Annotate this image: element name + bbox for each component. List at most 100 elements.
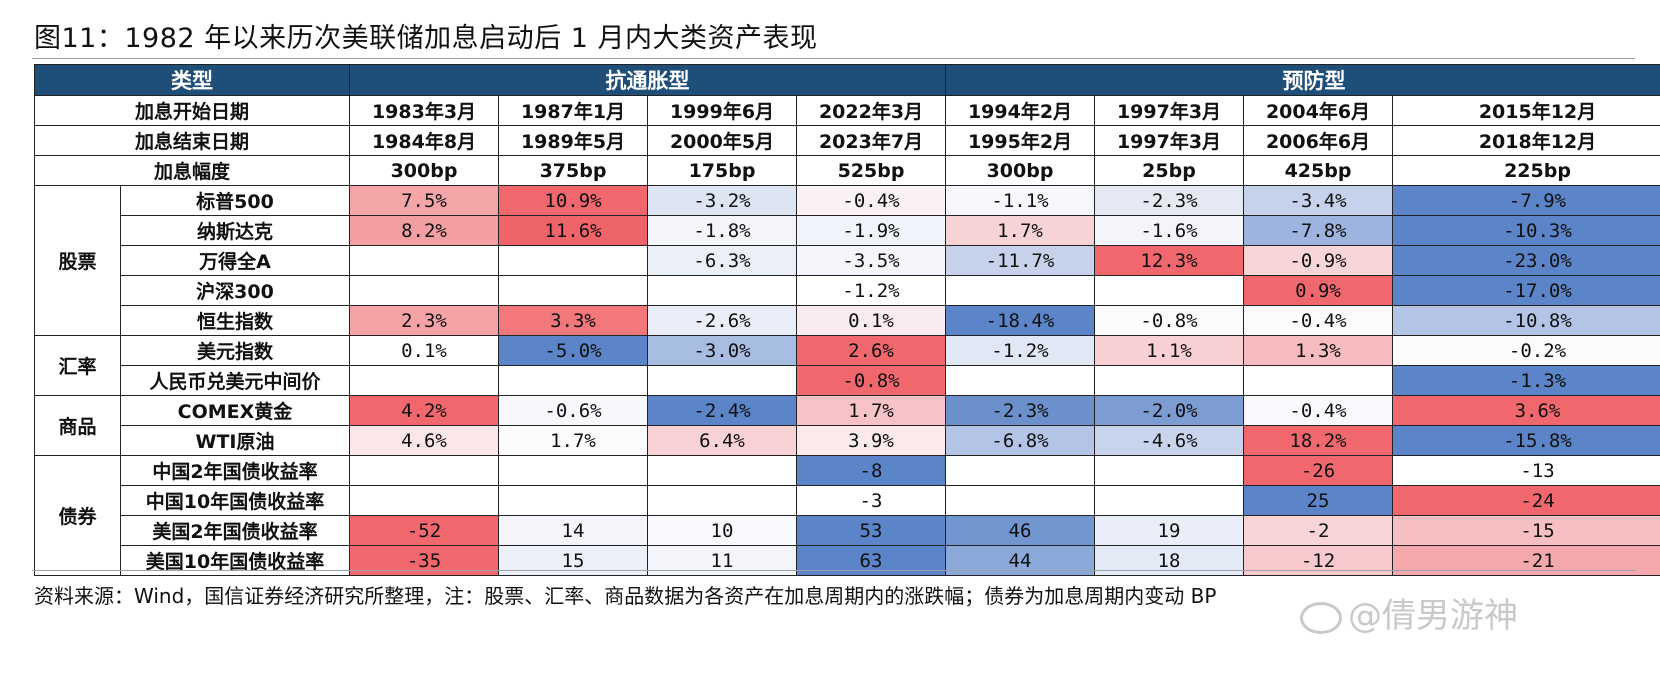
end-date-row: 加息结束日期 1984年8月 1989年5月 2000年5月 2023年7月 1995年2… xyxy=(34,125,1660,156)
value-cell xyxy=(498,485,648,516)
value-cell xyxy=(647,485,797,516)
value-cell xyxy=(1243,365,1393,396)
source-note: 资料来源：Wind，国信证券经济研究所整理，注：股票、汇率、商品数据为各资产在加… xyxy=(34,584,1217,608)
header-cell: 2015年12月 xyxy=(1392,95,1660,126)
value-cell: -12 xyxy=(1243,545,1393,576)
category-label: 汇率 xyxy=(34,335,121,396)
value-cell: -5.0% xyxy=(498,335,648,366)
asset-label: 恒生指数 xyxy=(120,305,350,336)
value-cell: 1.1% xyxy=(1094,335,1244,366)
value-cell: 7.5% xyxy=(349,185,499,216)
table-row: 人民币兑美元中间价 -0.8% -1.3% xyxy=(35,365,1660,396)
value-cell: -0.4% xyxy=(1243,395,1393,426)
header-cell: 175bp xyxy=(647,155,797,186)
row-label: 加息幅度 xyxy=(34,155,350,186)
value-cell: -6.8% xyxy=(945,425,1095,456)
value-cell: -0.8% xyxy=(1094,305,1244,336)
value-cell: 2.3% xyxy=(349,305,499,336)
header-cell: 1989年5月 xyxy=(498,125,648,156)
header-cell: 1997年3月 xyxy=(1094,95,1244,126)
value-cell: -1.2% xyxy=(796,275,946,306)
asset-label: 万得全A xyxy=(120,245,350,276)
value-cell xyxy=(349,245,499,276)
value-cell: -2.0% xyxy=(1094,395,1244,426)
value-cell: 0.1% xyxy=(796,305,946,336)
header-cell: 2004年6月 xyxy=(1243,95,1393,126)
table-row: 沪深300 -1.2% 0.9% -17.0% xyxy=(35,275,1660,306)
value-cell: 15 xyxy=(498,545,648,576)
value-cell: 25 xyxy=(1243,485,1393,516)
table-row: WTI原油 4.6% 1.7% 6.4% 3.9% -6.8% -4.6% 18.2% -15.… xyxy=(35,425,1660,456)
value-cell xyxy=(498,275,648,306)
value-cell xyxy=(498,455,648,486)
bottom-rule xyxy=(32,570,1635,571)
value-cell: -0.6% xyxy=(498,395,648,426)
value-cell: -3.4% xyxy=(1243,185,1393,216)
header-cell: 1987年1月 xyxy=(498,95,648,126)
value-cell: -3.5% xyxy=(796,245,946,276)
header-cell: 2018年12月 xyxy=(1392,125,1660,156)
value-cell: 1.3% xyxy=(1243,335,1393,366)
value-cell xyxy=(647,365,797,396)
value-cell: 44 xyxy=(945,545,1095,576)
value-cell: 1.7% xyxy=(796,395,946,426)
asset-label: WTI原油 xyxy=(120,425,350,456)
value-cell: -23.0% xyxy=(1392,245,1660,276)
value-cell: -8 xyxy=(796,455,946,486)
value-cell xyxy=(1094,455,1244,486)
value-cell xyxy=(945,365,1095,396)
value-cell: 1.7% xyxy=(498,425,648,456)
value-cell: -2.4% xyxy=(647,395,797,426)
table-row: 万得全A -6.3% -3.5% -11.7% 12.3% -0.9% -23.0% xyxy=(35,245,1660,276)
table-row: 美国2年国债收益率 -52 14 10 53 46 19 -2 -15 xyxy=(35,515,1660,546)
header-cell: 375bp xyxy=(498,155,648,186)
value-cell: 8.2% xyxy=(349,215,499,246)
header-cell: 525bp xyxy=(796,155,946,186)
value-cell: -2.6% xyxy=(647,305,797,336)
header-cell: 425bp xyxy=(1243,155,1393,186)
value-cell xyxy=(647,275,797,306)
value-cell: 11.6% xyxy=(498,215,648,246)
preventive-header: 预防型 xyxy=(945,64,1660,96)
row-label: 加息开始日期 xyxy=(34,95,350,126)
value-cell: 3.6% xyxy=(1392,395,1660,426)
value-cell: 18 xyxy=(1094,545,1244,576)
header-cell: 1995年2月 xyxy=(945,125,1095,156)
value-cell: 11 xyxy=(647,545,797,576)
value-cell: 53 xyxy=(796,515,946,546)
header-cell: 1983年3月 xyxy=(349,95,499,126)
value-cell xyxy=(498,245,648,276)
header-cell: 2022年3月 xyxy=(796,95,946,126)
header-cell: 2000年5月 xyxy=(647,125,797,156)
header-cell: 1984年8月 xyxy=(349,125,499,156)
value-cell: -24 xyxy=(1392,485,1660,516)
value-cell: -1.2% xyxy=(945,335,1095,366)
value-cell: -13 xyxy=(1392,455,1660,486)
value-cell: 12.3% xyxy=(1094,245,1244,276)
group-header-row: 类型 抗通胀型 预防型 xyxy=(34,64,1660,96)
value-cell: 46 xyxy=(945,515,1095,546)
row-label: 加息结束日期 xyxy=(34,125,350,156)
start-date-row: 加息开始日期 1983年3月 1987年1月 1999年6月 2022年3月 1994年2… xyxy=(34,95,1660,126)
value-cell: -10.8% xyxy=(1392,305,1660,336)
value-cell: -2.3% xyxy=(1094,185,1244,216)
header-cell: 1994年2月 xyxy=(945,95,1095,126)
table-row: 中国10年国债收益率 -3 25 -24 xyxy=(35,485,1660,516)
value-cell: 3.3% xyxy=(498,305,648,336)
value-cell: -0.4% xyxy=(1243,305,1393,336)
value-cell: -11.7% xyxy=(945,245,1095,276)
weibo-logo-icon xyxy=(1300,601,1342,634)
asset-label: 人民币兑美元中间价 xyxy=(120,365,350,396)
table-row: 债券 中国2年国债收益率 -8 -26 -13 xyxy=(34,455,1660,576)
category-label: 债券 xyxy=(34,455,121,576)
value-cell xyxy=(498,365,648,396)
value-cell xyxy=(647,455,797,486)
anti-inflation-header: 抗通胀型 xyxy=(349,64,946,96)
header-cell: 225bp xyxy=(1392,155,1660,186)
value-cell: -17.0% xyxy=(1392,275,1660,306)
value-cell: -10.3% xyxy=(1392,215,1660,246)
header-cell: 2023年7月 xyxy=(796,125,946,156)
asset-label: 中国10年国债收益率 xyxy=(120,485,350,516)
value-cell: 0.1% xyxy=(349,335,499,366)
value-cell: -7.9% xyxy=(1392,185,1660,216)
